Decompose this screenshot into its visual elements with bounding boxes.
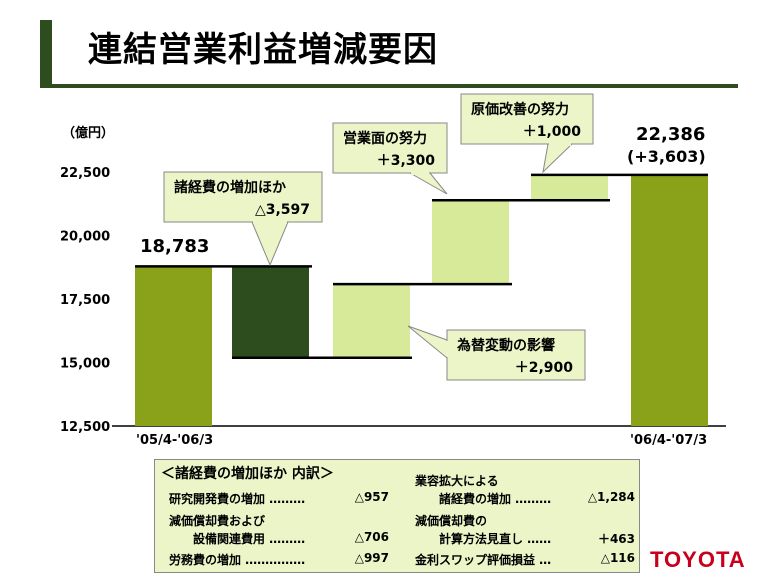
y-tick-label: 17,500 [60,293,110,308]
callout-label-2: 為替変動の影響 [456,337,555,354]
breakdown-panel: ＜諸経費の増加ほか 内訳＞ 研究開発費の増加 ……… △957 減価償却費および 設… [154,459,640,573]
breakdown-left-value: △706 [354,530,389,544]
callout-pointer-2 [407,325,448,360]
callout-value-1: △3,597 [255,202,310,218]
callout-label-1: 諸経費の増加ほか [174,179,286,196]
y-tick-label: 20,000 [60,230,110,245]
callout-value-2: ＋2,900 [515,360,574,376]
breakdown-left-label: 研究開発費の増加 ……… [169,492,306,506]
callout-label-3: 営業面の努力 [343,130,427,147]
title-underline [40,84,738,88]
callout-joint-2 [446,341,449,357]
breakdown-heading: ＜諸経費の増加ほか 内訳＞ [161,466,334,482]
callout-box-4 [460,93,594,145]
callout-value-4: ＋1,000 [523,124,582,140]
breakdown-right-label: 金利スワップ評価損益 … [415,553,552,567]
breakdown-left-value: △957 [354,490,389,504]
callout-value-3: ＋3,300 [377,153,436,169]
breakdown-right-label: 減価償却費の [415,514,488,528]
callout-label-4: 原価改善の努力 [471,101,569,118]
breakdown-left-label: 設備関連費用 ……… [169,532,306,546]
y-tick-label: 15,000 [60,357,110,372]
bar-4 [432,200,509,285]
breakdown-right-label: 計算方法見直し …… [415,532,552,546]
x-category-label: '05/4-'06/3 [136,433,213,448]
callout-box-3 [332,122,448,174]
bar-1 [135,266,212,426]
breakdown-right-value: △116 [600,551,635,565]
breakdown-right-label: 業容拡大による [415,474,499,488]
callout-joint-1 [253,221,287,224]
total-label-start: 18,783 [140,236,209,257]
y-tick-label: 12,500 [60,420,110,435]
bar-5 [531,174,608,201]
breakdown-left-value: △997 [354,551,389,565]
callout-joint-4 [549,143,571,146]
total-label-end: 22,386 [636,124,705,145]
breakdown-right-value: △1,284 [587,490,635,504]
breakdown-right-value: ＋463 [597,532,635,546]
callout-joint-3 [411,172,429,175]
callout-pointer-4 [542,143,574,174]
x-category-label: '06/4-'07/3 [630,433,707,448]
callout-box-1 [163,171,323,223]
breakdown-left-label: 労務費の増加 …………… [169,553,306,567]
toyota-logo: TOYOTA [650,547,746,572]
waterfall-chart: 22,500 20,000 17,500 15,000 12,500 18,783 22,3… [60,93,726,448]
page-title: 連結営業利益増減要因 [88,30,438,70]
breakdown-left-label: 減価償却費および [169,514,266,528]
y-tick-label: 22,500 [60,166,110,181]
title-accent-bar [40,20,52,84]
callout-pointer-3 [408,172,448,195]
breakdown-right-label: 諸経費の増加 ……… [415,492,552,506]
callout-pointer-1 [251,221,289,267]
bar-2 [232,266,309,358]
unit-label: （億円） [62,126,115,141]
bar-6 [631,174,708,426]
bar-3 [333,284,410,358]
total-change-label: (+3,603) [627,147,706,166]
